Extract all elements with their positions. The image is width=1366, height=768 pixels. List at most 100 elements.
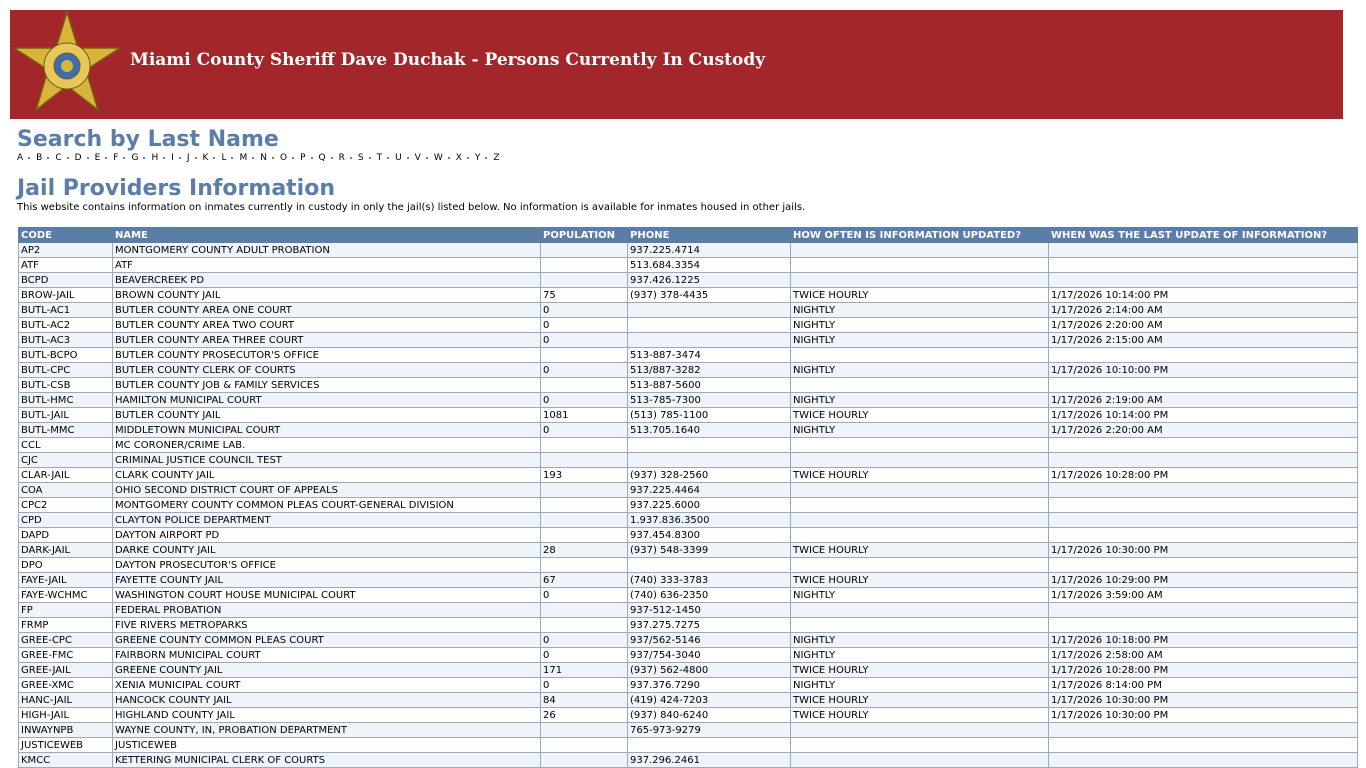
letter-link[interactable]: A <box>17 153 24 163</box>
table-cell: 0 <box>540 332 628 348</box>
table-cell: FAYE-WCHMC <box>18 587 113 603</box>
table-cell: OHIO SECOND DISTRICT COURT OF APPEALS <box>112 482 541 498</box>
table-cell: 1/17/2026 10:28:00 PM <box>1048 467 1358 483</box>
table-row: BUTL-HMC HAMILTON MUNICIPAL COURT 0 513-785… <box>18 392 1358 408</box>
table-cell: KETTERING MUNICIPAL CLERK OF COURTS <box>112 752 541 768</box>
table-cell: 937/754-3040 <box>627 647 791 663</box>
table-cell: BUTL-AC3 <box>18 332 113 348</box>
table-cell <box>540 512 628 528</box>
table-cell: CLAR-JAIL <box>18 467 113 483</box>
letter-link[interactable]: T <box>364 153 383 163</box>
letter-link[interactable]: B <box>23 153 42 163</box>
letter-link[interactable]: K <box>190 153 209 163</box>
letter-link[interactable]: G <box>118 153 138 163</box>
table-cell: BCPD <box>18 272 113 288</box>
table-cell: 67 <box>540 572 628 588</box>
table-row: KMCC KETTERING MUNICIPAL CLERK OF COURTS 9… <box>18 752 1358 768</box>
letter-link[interactable]: C <box>42 153 61 163</box>
table-cell: FP <box>18 602 113 618</box>
table-cell: CPC2 <box>18 497 113 513</box>
letter-link[interactable]: D <box>62 153 82 163</box>
table-cell <box>790 242 1049 258</box>
table-cell: TWICE HOURLY <box>790 662 1049 678</box>
table-cell: 1/17/2026 10:30:00 PM <box>1048 692 1358 708</box>
table-cell: 1/17/2026 2:19:00 AM <box>1048 392 1358 408</box>
table-cell: (937) 548-3399 <box>627 542 791 558</box>
table-cell: BUTLER COUNTY JOB & FAMILY SERVICES <box>112 377 541 393</box>
table-cell: NIGHTLY <box>790 632 1049 648</box>
table-cell: NIGHTLY <box>790 332 1049 348</box>
table-cell <box>540 722 628 738</box>
table-row: BUTL-BCPO BUTLER COUNTY PROSECUTOR'S OFFI… <box>18 347 1358 363</box>
table-cell: 937.275.7275 <box>627 617 791 633</box>
table-cell: NIGHTLY <box>790 302 1049 318</box>
table-cell: 937.376.7290 <box>627 677 791 693</box>
letter-link[interactable]: U <box>382 153 402 163</box>
column-header: HOW OFTEN IS INFORMATION UPDATED? <box>790 227 1049 243</box>
letter-link[interactable]: N <box>247 153 267 163</box>
column-header: POPULATION <box>540 227 628 243</box>
letter-link[interactable]: E <box>82 153 101 163</box>
letter-link[interactable]: Q <box>306 153 326 163</box>
table-cell: 937.225.4464 <box>627 482 791 498</box>
letter-link[interactable]: O <box>267 153 287 163</box>
letter-link[interactable]: F <box>100 153 118 163</box>
table-cell: 0 <box>540 392 628 408</box>
table-cell: GREENE COUNTY JAIL <box>112 662 541 678</box>
letter-link[interactable]: P <box>287 153 305 163</box>
table-cell: WASHINGTON COURT HOUSE MUNICIPAL COURT <box>112 587 541 603</box>
letter-link[interactable]: R <box>326 153 345 163</box>
letter-link[interactable]: V <box>402 153 421 163</box>
table-cell <box>1048 527 1358 543</box>
table-cell <box>1048 482 1358 498</box>
table-row: BCPD BEAVERCREEK PD 937.426.1225 <box>18 272 1358 288</box>
table-cell: 1/17/2026 2:20:00 AM <box>1048 317 1358 333</box>
table-cell: DAPD <box>18 527 113 543</box>
table-cell: 0 <box>540 362 628 378</box>
table-cell <box>627 737 791 753</box>
table-row: FP FEDERAL PROBATION 937-512-1450 <box>18 602 1358 618</box>
table-cell: XENIA MUNICIPAL COURT <box>112 677 541 693</box>
table-cell: 1/17/2026 10:30:00 PM <box>1048 707 1358 723</box>
letter-link[interactable]: M <box>226 153 247 163</box>
table-cell: FAYETTE COUNTY JAIL <box>112 572 541 588</box>
table-cell: (937) 328-2560 <box>627 467 791 483</box>
letter-link[interactable]: Z <box>480 153 499 163</box>
description: This website contains information on inm… <box>17 202 806 213</box>
table-cell: HAMILTON MUNICIPAL COURT <box>112 392 541 408</box>
table-row: GREE-JAIL GREENE COUNTY JAIL 171 (937) 562-… <box>18 662 1358 678</box>
table-cell: DPO <box>18 557 113 573</box>
letter-link[interactable]: I <box>158 153 174 163</box>
table-cell: BUTL-CSB <box>18 377 113 393</box>
letter-link[interactable]: W <box>421 153 443 163</box>
column-header: PHONE <box>627 227 791 243</box>
table-cell: 513-785-7300 <box>627 392 791 408</box>
table-cell <box>627 437 791 453</box>
table-cell: GREE-CPC <box>18 632 113 648</box>
letter-link[interactable]: X <box>443 153 462 163</box>
table-cell: KMCC <box>18 752 113 768</box>
letter-link[interactable]: S <box>345 153 364 163</box>
letter-link[interactable]: J <box>174 153 190 163</box>
letter-link[interactable]: H <box>138 153 158 163</box>
table-cell: BUTL-MMC <box>18 422 113 438</box>
table-cell <box>540 377 628 393</box>
table-cell: 1/17/2026 10:10:00 PM <box>1048 362 1358 378</box>
table-cell <box>790 752 1049 768</box>
table-row: GREE-XMC XENIA MUNICIPAL COURT 0 937.376.72… <box>18 677 1358 693</box>
table-cell: 765-973-9279 <box>627 722 791 738</box>
table-cell <box>540 347 628 363</box>
table-cell: GREE-XMC <box>18 677 113 693</box>
table-cell <box>1048 722 1358 738</box>
letter-link[interactable]: L <box>208 153 226 163</box>
table-cell <box>1048 617 1358 633</box>
table-cell: (937) 378-4435 <box>627 287 791 303</box>
letter-link[interactable]: Y <box>462 153 481 163</box>
table-cell: 1/17/2026 3:59:00 AM <box>1048 587 1358 603</box>
table-row: AP2 MONTGOMERY COUNTY ADULT PROBATION 937.… <box>18 242 1358 258</box>
table-cell: BUTL-CPC <box>18 362 113 378</box>
table-cell: ATF <box>18 257 113 273</box>
table-cell: GREE-JAIL <box>18 662 113 678</box>
table-cell: HIGHLAND COUNTY JAIL <box>112 707 541 723</box>
